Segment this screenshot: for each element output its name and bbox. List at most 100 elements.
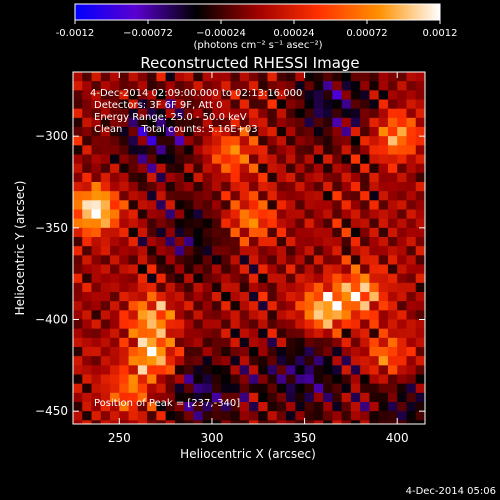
heatmap-cell (378, 356, 389, 366)
heatmap-cell (332, 182, 343, 192)
heatmap-cell (350, 402, 361, 412)
heatmap-cell (82, 356, 93, 366)
heatmap-cell (258, 282, 269, 293)
heatmap-cell (341, 145, 352, 156)
heatmap-cell (193, 411, 204, 421)
heatmap-cell (406, 392, 417, 403)
heatmap-cell (82, 246, 93, 256)
heatmap-cell (110, 209, 120, 220)
heatmap-cell (91, 374, 102, 385)
heatmap-cell (137, 136, 148, 146)
heatmap-cell (221, 182, 232, 192)
heatmap-cell (313, 347, 324, 357)
heatmap-cell (221, 292, 232, 302)
heatmap-cell (239, 200, 250, 211)
heatmap-cell (258, 356, 269, 366)
heatmap-cell (360, 420, 371, 424)
heatmap-cell (165, 81, 176, 91)
heatmap-cell (73, 310, 83, 321)
heatmap-cell (174, 127, 185, 137)
heatmap-cell (91, 136, 102, 146)
heatmap-cell (360, 72, 371, 82)
heatmap-cell (100, 356, 111, 366)
heatmap-cell (110, 301, 120, 311)
heatmap-cell (369, 154, 380, 165)
heatmap-cell (350, 301, 361, 311)
heatmap-cell (286, 255, 296, 266)
heatmap-cell (211, 182, 222, 192)
heatmap-cell (332, 246, 343, 256)
heatmap-cell (397, 319, 408, 330)
heatmap-cell (378, 273, 389, 284)
heatmap-cell (341, 227, 352, 238)
heatmap-cell (91, 81, 102, 91)
heatmap-cell (73, 264, 83, 275)
plot-frame (72, 71, 426, 425)
heatmap-cell (110, 108, 120, 119)
heatmap-cell (91, 127, 102, 137)
heatmap-cell (137, 392, 148, 403)
heatmap-cell (323, 420, 333, 424)
heatmap-cell (313, 136, 324, 146)
heatmap-cell (184, 191, 195, 201)
heatmap-cell (221, 246, 232, 256)
heatmap-cell (137, 356, 148, 366)
heatmap-cell (184, 237, 195, 247)
colorbar-tick-label-0: -0.0012 (56, 28, 95, 39)
heatmap-cell (128, 154, 139, 165)
heatmap-cell (128, 246, 139, 256)
heatmap-cell (323, 328, 333, 339)
heatmap-cell (147, 383, 157, 394)
heatmap-cell (100, 301, 111, 311)
heatmap-cell (304, 264, 315, 275)
heatmap-cell (258, 292, 269, 302)
heatmap-cell (369, 200, 380, 211)
heatmap-cell (304, 237, 315, 247)
heatmap-cell (91, 337, 102, 348)
heatmap-cell (100, 182, 111, 192)
heatmap-cell (304, 117, 315, 128)
heatmap-cell (193, 117, 204, 128)
heatmap-cell (211, 90, 222, 101)
heatmap-cell (387, 218, 398, 229)
heatmap-cell (397, 218, 408, 229)
heatmap-cell (350, 374, 361, 385)
heatmap-cell (119, 383, 130, 394)
heatmap-cell (128, 172, 139, 183)
heatmap-cell (415, 301, 425, 311)
heatmap-cell (258, 264, 269, 275)
heatmap-cell (341, 200, 352, 211)
heatmap-cell (295, 90, 306, 101)
heatmap-cell (249, 328, 259, 339)
heatmap-cell (174, 172, 185, 183)
heatmap-cell (369, 319, 380, 330)
heatmap-cell (397, 411, 408, 421)
heatmap-cell (267, 246, 278, 256)
heatmap-cell (147, 127, 157, 137)
colorbar-tick-label-4: 0.00072 (346, 28, 387, 39)
heatmap-cell (239, 127, 250, 137)
heatmap-cell (119, 145, 130, 156)
heatmap-cell (100, 81, 111, 91)
heatmap-cell (202, 264, 213, 275)
heatmap-cell (184, 337, 195, 348)
heatmap-cell (221, 383, 232, 394)
heatmap-cell (360, 328, 371, 339)
heatmap-cell (165, 191, 176, 201)
heatmap-cell (156, 301, 167, 311)
heatmap-cell (258, 347, 269, 357)
heatmap-cell (174, 154, 185, 165)
heatmap-cell (184, 255, 195, 266)
heatmap-cell (110, 136, 120, 146)
heatmap-cell (100, 347, 111, 357)
y-tick-label-1: −350 (35, 221, 68, 235)
heatmap-cell (82, 365, 93, 376)
heatmap-cell (211, 237, 222, 247)
heatmap-cell (350, 246, 361, 256)
colorbar-tick-label-5: 0.0012 (423, 28, 458, 39)
heatmap-cell (165, 402, 176, 412)
heatmap-cell (128, 191, 139, 201)
heatmap-cell (82, 420, 93, 424)
heatmap-cell (82, 282, 93, 293)
heatmap-cell (147, 237, 157, 247)
